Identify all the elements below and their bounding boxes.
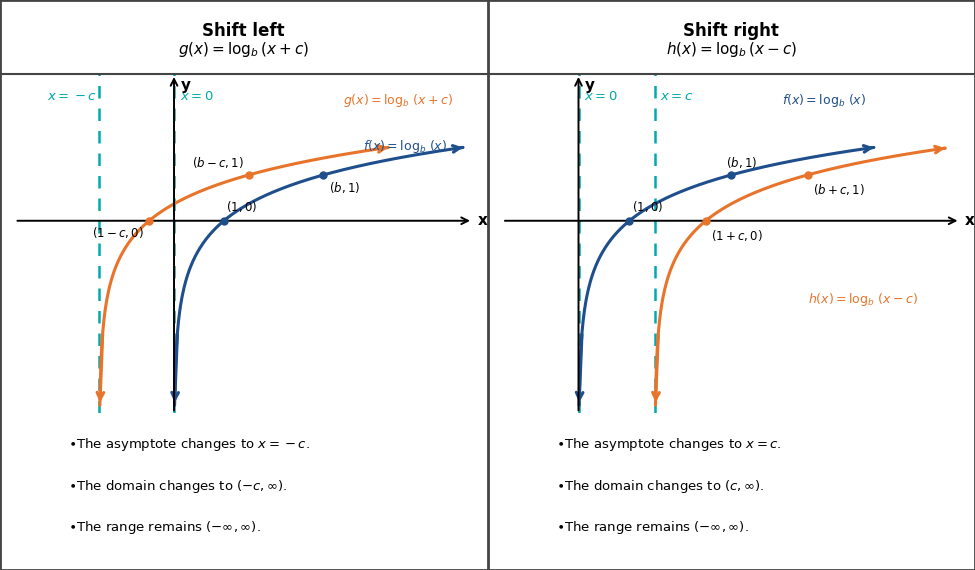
Text: $\mathbf{y}$: $\mathbf{y}$ [584,79,595,95]
Text: $\bullet$The asymptote changes to $x = -c$.: $\bullet$The asymptote changes to $x = -… [68,436,310,453]
Text: $\bullet$The domain changes to $(c, \infty)$.: $\bullet$The domain changes to $(c, \inf… [556,478,764,495]
Text: $(1, 0)$: $(1, 0)$ [632,199,663,214]
Text: $f(x) = \log_b\,(x)$: $f(x) = \log_b\,(x)$ [364,138,448,154]
Text: $g(x) = \log_b(x + c)$: $g(x) = \log_b(x + c)$ [178,40,309,59]
Text: $\bullet$The range remains $(-\infty, \infty)$.: $\bullet$The range remains $(-\infty, \i… [68,519,261,536]
Text: $\mathbf{y}$: $\mathbf{y}$ [180,79,192,95]
Text: $x = 0$: $x = 0$ [584,91,617,103]
Text: $\bullet$The domain changes to $(-c, \infty)$.: $\bullet$The domain changes to $(-c, \in… [68,478,288,495]
Text: $x = 0$: $x = 0$ [180,91,214,103]
Text: Shift left: Shift left [203,22,285,40]
Text: $(b, 1)$: $(b, 1)$ [726,156,758,170]
Text: $\mathbf{x}$: $\mathbf{x}$ [477,213,488,228]
Text: $f(x) = \log_b\,(x)$: $f(x) = \log_b\,(x)$ [782,92,867,109]
Text: $h(x) = \log_b\,(x - c)$: $h(x) = \log_b\,(x - c)$ [807,291,917,308]
Text: $(b, 1)$: $(b, 1)$ [330,181,361,196]
Text: $\bullet$The asymptote changes to $x = c$.: $\bullet$The asymptote changes to $x = c… [556,436,782,453]
Text: $\bullet$The range remains $(-\infty, \infty)$.: $\bullet$The range remains $(-\infty, \i… [556,519,749,536]
Text: $x = -c$: $x = -c$ [47,91,97,103]
Text: $(b-c, 1)$: $(b-c, 1)$ [192,156,244,170]
Text: $g(x) = \log_b\,(x + c)$: $g(x) = \log_b\,(x + c)$ [343,92,453,109]
Text: Shift right: Shift right [683,22,779,40]
Text: $(1-c, 0)$: $(1-c, 0)$ [92,225,144,241]
Text: $h(x) = \log_b(x - c)$: $h(x) = \log_b(x - c)$ [666,40,797,59]
Text: $\mathbf{x}$: $\mathbf{x}$ [964,213,975,228]
Text: $(1 + c, 0)$: $(1 + c, 0)$ [711,227,762,243]
Text: $(b + c, 1)$: $(b + c, 1)$ [813,182,865,197]
Text: $x = c$: $x = c$ [660,91,693,103]
Text: $(1, 0)$: $(1, 0)$ [226,199,257,214]
